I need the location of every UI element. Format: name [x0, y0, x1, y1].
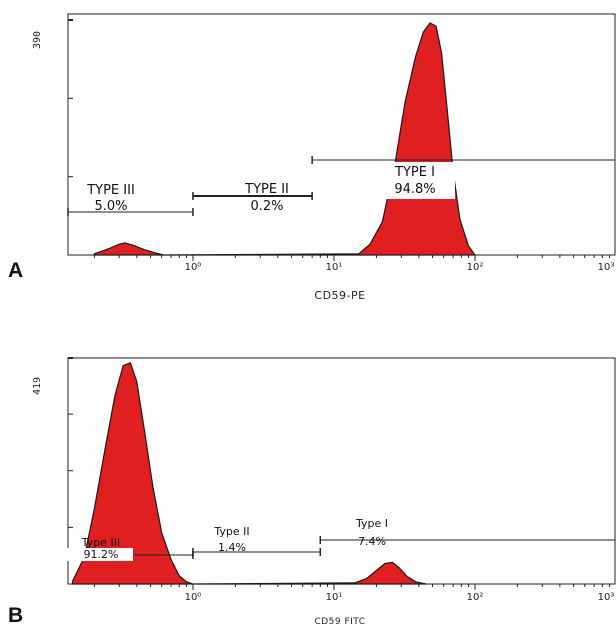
- x-tick-label: 10¹: [326, 262, 343, 273]
- x-tick-label: 10⁰: [185, 262, 202, 273]
- x-tick-label: 10²: [467, 592, 484, 603]
- plot-frame: [67, 13, 616, 256]
- gate-label-box: [375, 162, 455, 199]
- gate-name-label: TYPE II: [244, 182, 289, 197]
- gate-value-label: 1.4%: [218, 541, 246, 554]
- x-tick-label: 10³: [598, 592, 615, 603]
- gate-name-label: TYPE I: [394, 165, 435, 180]
- x-tick-label: 10²: [467, 262, 484, 273]
- histogram-series: [71, 362, 427, 585]
- gate-value-label: 91.2%: [84, 548, 119, 561]
- gate-name-label: Type III: [81, 536, 121, 549]
- x-axis-title: CD59 FITC: [314, 617, 365, 627]
- gate-name-label: TYPE III: [86, 183, 135, 198]
- gate-name-label: Type II: [213, 525, 249, 538]
- gate-value-label: 5.0%: [94, 199, 127, 214]
- gate-label-box: [67, 548, 133, 561]
- gate-value-label: 94.8%: [394, 182, 435, 197]
- y-max-label: 390: [32, 31, 43, 49]
- x-tick-label: 10¹: [326, 592, 343, 603]
- panel-letter: B: [8, 604, 23, 627]
- x-axis-title: CD59-PE: [314, 289, 365, 302]
- gate-value-label: 0.2%: [250, 199, 283, 214]
- x-tick-label: 10³: [598, 262, 615, 273]
- y-max-label: 419: [32, 377, 43, 395]
- gate-name-label: Type I: [355, 517, 388, 530]
- histogram-series: [93, 22, 477, 256]
- gate-value-label: 7.4%: [358, 535, 386, 548]
- x-tick-label: 10⁰: [185, 592, 202, 603]
- panel-letter: A: [8, 259, 23, 282]
